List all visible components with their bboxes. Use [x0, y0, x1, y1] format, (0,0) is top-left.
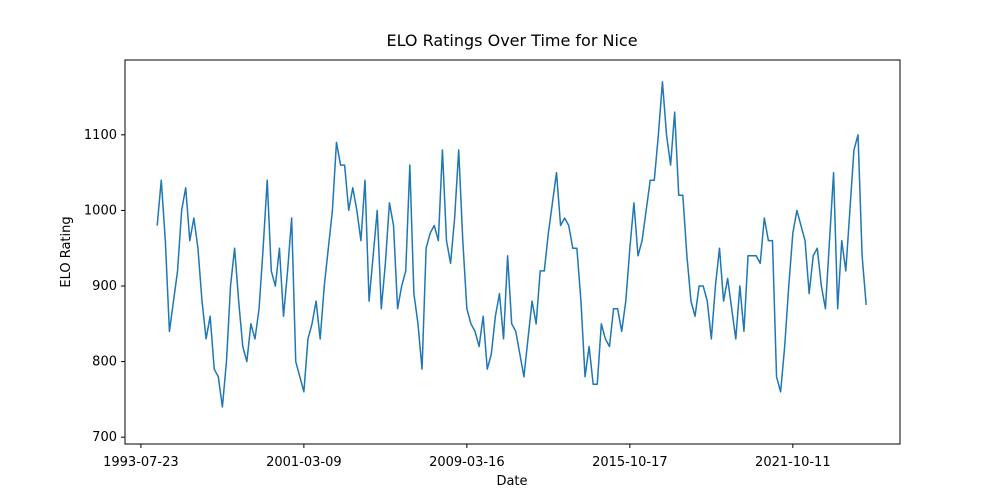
x-tick-label: 2009-03-16: [429, 455, 505, 470]
y-axis-label: ELO Rating: [59, 216, 74, 287]
y-tick-label: 900: [92, 279, 117, 294]
x-tick-label: 2015-10-17: [592, 455, 668, 470]
x-axis-label: Date: [496, 474, 527, 489]
chart-title: ELO Ratings Over Time for Nice: [386, 31, 637, 50]
line-series: [156, 81, 867, 408]
x-tick-label: 1993-07-23: [103, 455, 179, 470]
x-tick-label: 2021-10-11: [755, 455, 831, 470]
plot-frame: [124, 59, 901, 445]
y-tick-label: 1000: [84, 203, 117, 218]
x-tick-label: 2001-03-09: [266, 455, 342, 470]
y-tick-label: 1100: [84, 128, 117, 143]
y-tick-label: 700: [92, 430, 117, 445]
y-tick-label: 800: [92, 355, 117, 370]
